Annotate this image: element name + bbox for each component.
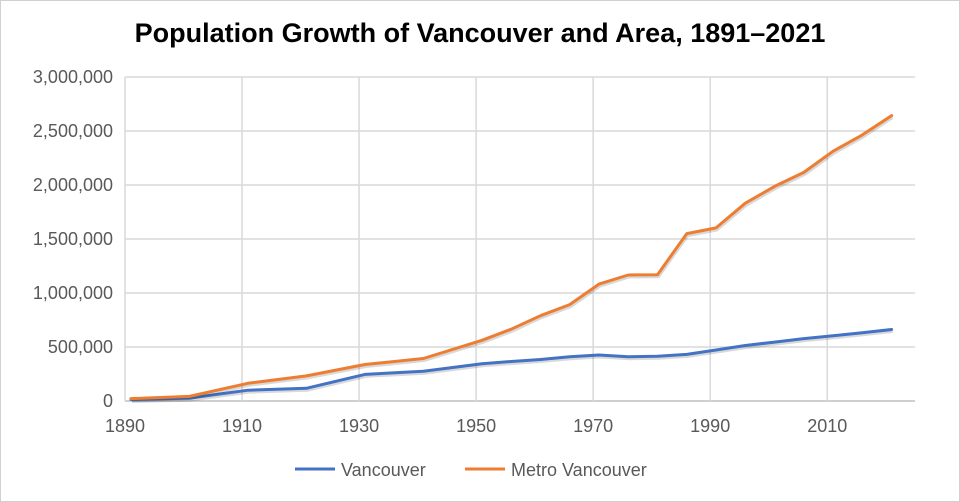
chart-title: Population Growth of Vancouver and Area,… xyxy=(134,18,826,48)
y-tick-label: 2,000,000 xyxy=(33,175,113,195)
y-tick-label: 1,000,000 xyxy=(33,283,113,303)
x-tick-label: 1930 xyxy=(339,416,379,436)
y-tick-label: 2,500,000 xyxy=(33,121,113,141)
series-line-metro-vancouver xyxy=(129,114,894,401)
y-tick-label: 3,000,000 xyxy=(33,67,113,87)
y-tick-label: 0 xyxy=(103,391,113,411)
y-tick-label: 1,500,000 xyxy=(33,229,113,249)
x-tick-label: 1910 xyxy=(222,416,262,436)
legend-label: Metro Vancouver xyxy=(511,460,647,480)
x-tick-label: 2010 xyxy=(807,416,847,436)
series-line-vancouver xyxy=(129,328,894,401)
x-tick-label: 1950 xyxy=(456,416,496,436)
x-tick-label: 1990 xyxy=(690,416,730,436)
series-shadow xyxy=(131,330,893,403)
series-shadow xyxy=(131,116,894,403)
x-tick-label: 1890 xyxy=(105,416,145,436)
legend-label: Vancouver xyxy=(341,460,426,480)
y-tick-label: 500,000 xyxy=(48,337,113,357)
x-tick-label: 1970 xyxy=(573,416,613,436)
